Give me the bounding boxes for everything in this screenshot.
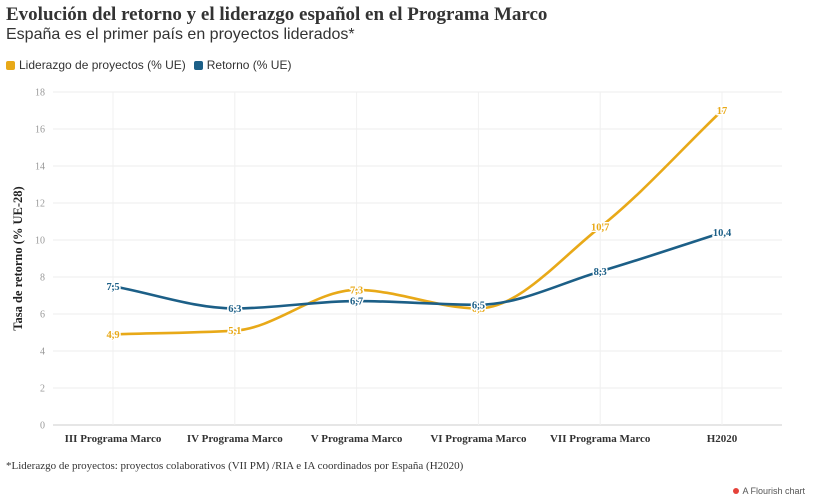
x-tick-label: V Programa Marco bbox=[311, 433, 403, 445]
data-label-retorno: 6,5 bbox=[472, 300, 485, 311]
data-label-liderazgo: 4,9 bbox=[106, 330, 119, 341]
data-label-halo: 10,4 bbox=[713, 228, 732, 239]
y-tick-label: 0 bbox=[40, 421, 45, 432]
line-chart: 0 2 4 6 8 10 12 14 16 18 III Programa Marco IV Prog… bbox=[11, 88, 782, 445]
legend-swatch-liderazgo bbox=[6, 60, 15, 70]
data-label-liderazgo: 6,3 bbox=[472, 304, 485, 315]
data-label-halo: 6,3 bbox=[472, 304, 485, 315]
y-tick-label: 18 bbox=[35, 88, 45, 99]
data-label-halo: 6,7 bbox=[350, 297, 363, 308]
data-label-retorno: 8,3 bbox=[594, 267, 607, 278]
legend-swatch-retorno bbox=[193, 60, 203, 70]
legend-item-retorno[interactable]: Retorno (% UE) bbox=[193, 58, 292, 72]
x-tick-label: VII Programa Marco bbox=[550, 433, 651, 445]
data-label-retorno: 10,4 bbox=[713, 228, 732, 239]
data-label-halo: 6,3 bbox=[228, 304, 241, 315]
data-label-liderazgo: 10,7 bbox=[591, 223, 609, 234]
credit-label: A Flourish chart bbox=[742, 486, 805, 496]
data-label-halo: 6,5 bbox=[472, 300, 485, 311]
data-label-halo: 10,7 bbox=[591, 223, 609, 234]
data-label-halo: 4,9 bbox=[106, 330, 119, 341]
legend-label-liderazgo: Liderazgo de proyectos (% UE) bbox=[19, 58, 186, 72]
data-label-liderazgo: 5,1 bbox=[228, 326, 241, 337]
data-label-halo: 7,5 bbox=[106, 282, 119, 293]
y-tick-label: 8 bbox=[40, 273, 45, 284]
flourish-credit[interactable]: A Flourish chart bbox=[733, 486, 805, 496]
x-tick-label: VI Programa Marco bbox=[430, 433, 527, 445]
data-label-retorno: 6,7 bbox=[350, 297, 363, 308]
x-tick-label: III Programa Marco bbox=[65, 433, 162, 445]
legend: Liderazgo de proyectos (% UE) Retorno (%… bbox=[6, 58, 299, 72]
y-tick-label: 14 bbox=[35, 162, 45, 173]
data-label-retorno: 7,5 bbox=[106, 282, 119, 293]
y-tick-label: 12 bbox=[35, 199, 45, 210]
y-tick-label: 10 bbox=[35, 236, 45, 247]
y-axis-label: Tasa de retorno (% UE-28) bbox=[11, 186, 25, 330]
legend-item-liderazgo[interactable]: Liderazgo de proyectos (% UE) bbox=[6, 58, 186, 72]
data-label-liderazgo: 17 bbox=[717, 106, 728, 117]
flourish-logo-icon bbox=[733, 488, 740, 494]
data-label-halo: 5,1 bbox=[228, 326, 241, 337]
data-label-halo: 8,3 bbox=[594, 267, 607, 278]
y-tick-label: 2 bbox=[40, 384, 45, 395]
legend-label-retorno: Retorno (% UE) bbox=[206, 58, 292, 72]
data-label-halo: 7,3 bbox=[350, 285, 363, 296]
data-label-halo: 17 bbox=[717, 106, 728, 117]
series-line-liderazgo bbox=[111, 109, 724, 336]
data-label-liderazgo: 7,3 bbox=[350, 285, 363, 296]
data-label-retorno: 6,3 bbox=[228, 304, 241, 315]
x-tick-label: IV Programa Marco bbox=[187, 433, 283, 445]
y-tick-label: 4 bbox=[40, 347, 45, 358]
y-tick-label: 6 bbox=[40, 310, 45, 321]
chart-title: Evolución del retorno y el liderazgo esp… bbox=[6, 4, 548, 25]
footnote: *Liderazgo de proyectos: proyectos colab… bbox=[6, 460, 464, 472]
series-line-retorno bbox=[111, 231, 724, 310]
x-tick-label: H2020 bbox=[707, 433, 738, 445]
chart-subtitle: España es el primer país en proyectos li… bbox=[6, 26, 355, 43]
y-tick-label: 16 bbox=[35, 125, 45, 136]
